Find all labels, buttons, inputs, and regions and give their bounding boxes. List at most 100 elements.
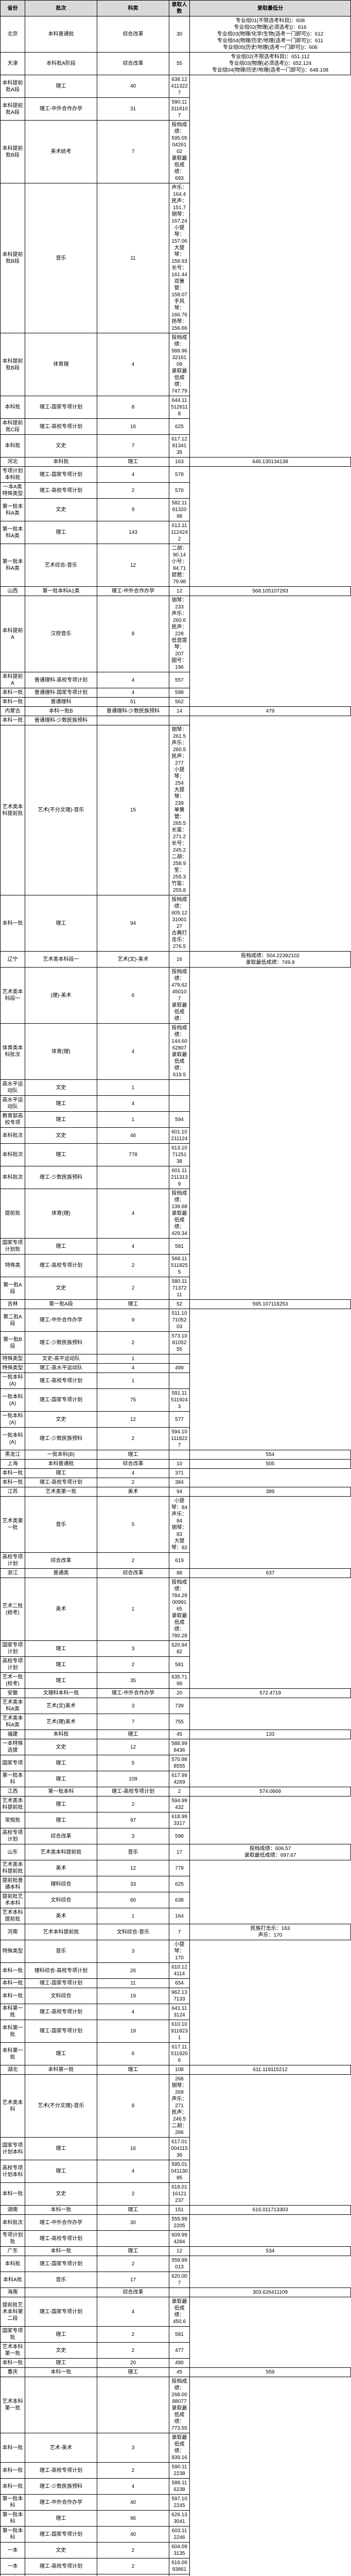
cell-type: 音乐 xyxy=(25,2272,97,2288)
cell-count: 46 xyxy=(97,1128,169,1144)
cell-type: 理工-高校专项计划 xyxy=(25,2463,97,2479)
cell-batch: 国家专项批 xyxy=(1,2327,25,2343)
cell-score: 572.4719 xyxy=(190,1689,351,1698)
cell-batch: 第一批本科 xyxy=(1,2527,25,2543)
cell-score: 577 xyxy=(169,1412,190,1428)
cell-type: 理工-国家专项计划 xyxy=(25,2527,97,2543)
cell-type: 理工-高水平运动队 xyxy=(25,1364,97,1373)
cell-type: 理工-国家专项计划 xyxy=(25,2256,97,2272)
cell-type: 体育理 xyxy=(25,333,97,396)
cell-batch: 一批本科(A) xyxy=(1,1373,25,1389)
cell-batch: 艺术类本科提前批 xyxy=(1,1860,25,1876)
cell-batch: 本科批 xyxy=(1,396,25,419)
cell-type: 理工-高校专项计划 xyxy=(25,419,97,435)
cell-count: 30 xyxy=(97,2215,169,2231)
cell-batch: 艺术类本科A类 xyxy=(1,1698,25,1714)
cell-score: 534 xyxy=(190,2247,351,2256)
cell-type: 理工-中外合作办学 xyxy=(25,2495,97,2511)
cell-count: 4 xyxy=(97,672,169,688)
cell-score: 专业组01(不限选考科目)：608 专业组02(物理(必须选考))：616 专业… xyxy=(190,16,351,53)
cell-count: 9 xyxy=(97,499,169,521)
cell-batch: 本科一批 xyxy=(1,895,25,952)
cell-score: 570.988555 xyxy=(169,1755,190,1771)
cell-count: 15 xyxy=(97,725,169,895)
table-row: 本科提前批A段理工-中外合作办学31590.113116107 xyxy=(1,98,351,121)
cell-score: 588.116238 xyxy=(169,2479,190,2495)
cell-count: 11 xyxy=(97,1979,169,1988)
cell-type: 理工 xyxy=(25,2359,97,2368)
cell-score: 投档成绩：479.62450107 录取最低成绩： xyxy=(169,968,190,1024)
cell-score: 598 xyxy=(169,1828,190,1844)
cell-score: 559.99013 xyxy=(169,2256,190,2272)
cell-type: 理工 xyxy=(25,2043,97,2065)
table-row: 本科批次理工778613.107125138 xyxy=(1,1144,351,1166)
cell-type: 理工-高校专项计划 xyxy=(25,2231,97,2247)
cell-type: 理科综合 xyxy=(25,1876,97,1892)
cell-score: 618.993317 xyxy=(169,1812,190,1828)
cell-count: 1 xyxy=(97,1908,169,1924)
cell-score: 投档成绩：268.0088077 录取最低成绩：773.55 xyxy=(169,2377,190,2433)
cell-count: 7 xyxy=(97,121,169,183)
table-row: 艺术本科第一批投档成绩：268.0088077 录取最低成绩：773.55 xyxy=(1,2377,351,2433)
cell-batch: 本科第一批 xyxy=(25,2065,97,2075)
table-row: 上海本科普通批综合改革10505 xyxy=(1,1460,351,1469)
cell-score: 611.119115212 xyxy=(190,2065,351,2075)
cell-count: 40 xyxy=(97,2527,169,2543)
table-row: 本科提前批B段音乐11声乐：164.4 民声：151.7 钢琴：167.24 小… xyxy=(1,183,351,333)
table-row: 专项计划本科批理工-国家专项计划4578 xyxy=(1,467,351,483)
cell-score: 595.0104113085 xyxy=(169,2160,190,2183)
cell-type: 综合改革 xyxy=(97,1460,169,1469)
cell-type: 理工-中外合作办学 xyxy=(97,1689,169,1698)
cell-count: 51 xyxy=(97,698,169,707)
cell-score: 371 xyxy=(169,1469,190,1478)
cell-score: 568.115118255 xyxy=(169,1255,190,1277)
cell-score: 582.119132098 xyxy=(169,499,190,521)
cell-province: 湖北 xyxy=(1,2065,25,2075)
cell-batch: 艺术类本科段一 xyxy=(1,968,25,1024)
table-row: 海南综合改革303.626411109 xyxy=(1,2288,351,2297)
header-province: 省份 xyxy=(1,1,25,16)
cell-count xyxy=(169,2288,190,2297)
cell-score: 581 xyxy=(169,1239,190,1255)
cell-type: 理工 xyxy=(97,1730,169,1739)
cell-batch: 本科一批 xyxy=(1,2463,25,2479)
cell-score: 616.011713303 xyxy=(190,2206,351,2215)
table-row: 第一批B段理工-少数民族预科2573.108105255 xyxy=(1,1332,351,1354)
header-count: 录取人数 xyxy=(169,1,190,16)
cell-score: 511.107105203 xyxy=(169,1309,190,1332)
table-row: 常规批理工97618.993317 xyxy=(1,1812,351,1828)
cell-batch: 常规批 xyxy=(1,1812,25,1828)
cell-batch: 高校专项计划本科 xyxy=(1,2160,25,2183)
cell-score: 581 xyxy=(169,1657,190,1673)
cell-score: 601.10211124 xyxy=(169,1128,190,1144)
cell-count: 7 xyxy=(97,435,169,457)
cell-type: 理工-高校专项计划 xyxy=(25,2558,97,2574)
cell-score: 609.994284 xyxy=(169,2231,190,2247)
cell-type: 理工-国家专项计划 xyxy=(25,2297,97,2327)
cell-type: 文科综合 xyxy=(25,1892,97,1908)
cell-type: 音乐 xyxy=(25,1940,97,1963)
table-row: 国家专项批理工2581 xyxy=(1,2327,351,2343)
table-row: 一本特殊选拔文史12588.998436 xyxy=(1,1739,351,1755)
table-row: 浙江普通类综合改革88637 xyxy=(1,1569,351,1578)
cell-score: 638 xyxy=(169,1892,190,1908)
cell-score: 601.112113139 xyxy=(169,1166,190,1189)
cell-batch: 第一批本科 xyxy=(1,2495,25,2511)
cell-score xyxy=(169,1080,190,1096)
cell-score xyxy=(169,1373,190,1389)
cell-batch: 第一批本科 xyxy=(1,2511,25,2527)
cell-type: 普通理科-国家专项计划 xyxy=(25,688,97,698)
table-row: 艺术类本科提前批理工2594.99432 xyxy=(1,1797,351,1812)
cell-count: 1 xyxy=(97,1080,169,1096)
table-row: 河南艺术本科提前批文科综合-音乐7民族打击乐：163 声乐：170 xyxy=(1,1924,351,1940)
header-type: 科类 xyxy=(97,1,169,16)
cell-count: 12 xyxy=(169,2247,190,2256)
cell-type: 理工-高校专项计划 xyxy=(25,1478,97,1487)
cell-count: 4 xyxy=(97,1469,169,1478)
cell-batch: 高校专项计划 xyxy=(1,1828,25,1844)
cell-score: 投档成绩：605.123100127 古典打击乐：276.5 xyxy=(169,895,190,952)
cell-count: 17 xyxy=(169,1844,190,1860)
cell-type: 艺术(理)美术 xyxy=(25,1714,97,1730)
cell-score: 635.7199 xyxy=(169,1673,190,1689)
table-row: 艺术一批(校考)理工35635.7199 xyxy=(1,1673,351,1689)
